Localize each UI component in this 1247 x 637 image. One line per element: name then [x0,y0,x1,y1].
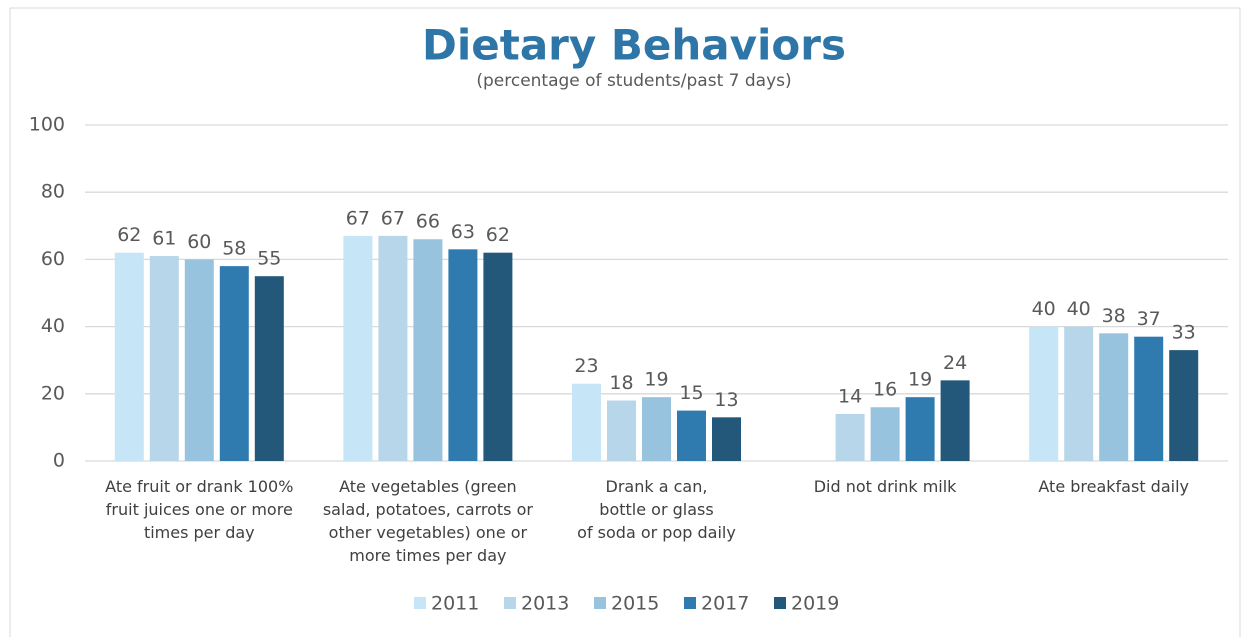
bar [1029,326,1059,461]
y-tick-label: 0 [53,450,65,472]
bar [712,417,741,461]
value-label: 66 [416,211,440,233]
value-label: 62 [117,224,141,246]
bar [870,407,900,461]
bar [1169,350,1199,461]
legend-swatch [414,597,426,609]
value-label: 67 [381,207,405,229]
x-tick-label: Ate vegetables (green salad, potatoes, c… [322,477,533,565]
x-tick-label: Ate fruit or drank 100% fruit juices one… [105,477,294,542]
value-label: 62 [486,224,510,246]
bar [1134,336,1164,461]
chart-border [9,7,1241,637]
value-label: 58 [222,238,246,260]
bar [835,413,865,461]
chart-title: Dietary Behaviors [422,21,846,70]
bar [483,252,513,461]
value-label: 60 [187,231,211,253]
value-label: 19 [908,369,932,391]
value-label: 16 [873,379,897,401]
value-label: 13 [714,389,738,411]
legend-label: 2019 [791,593,839,615]
bar [642,397,671,461]
value-label: 63 [451,221,475,243]
bar [677,410,706,461]
legend-swatch [774,597,786,609]
value-label: 38 [1102,305,1126,327]
y-tick-label: 100 [29,114,65,136]
bar [1099,333,1129,461]
x-tick-label: Ate breakfast daily [1038,477,1189,496]
value-label: 61 [152,228,176,250]
legend-swatch [504,597,516,609]
legend-swatch [684,597,696,609]
bar [905,397,935,461]
bar [219,266,249,461]
value-label: 14 [838,385,862,407]
y-tick-label: 40 [41,315,65,337]
bar [378,235,408,461]
x-tick-label: Did not drink milk [813,477,957,496]
value-label: 40 [1032,298,1056,320]
bar [413,239,443,461]
y-tick-label: 20 [41,382,65,404]
bar [940,380,970,461]
value-label: 19 [644,369,668,391]
bar [114,252,144,461]
chart-subtitle: (percentage of students/past 7 days) [476,71,791,91]
value-label: 37 [1137,308,1161,330]
legend-label: 2013 [521,593,569,615]
value-label: 40 [1067,298,1091,320]
bar [254,276,284,461]
y-tick-label: 80 [41,181,65,203]
value-label: 24 [943,352,967,374]
value-label: 23 [574,355,598,377]
value-label: 33 [1172,322,1196,344]
value-label: 18 [609,372,633,394]
bar [1064,326,1094,461]
legend-label: 2011 [431,593,479,615]
bar [572,383,601,461]
bar [343,235,373,461]
value-label: 15 [679,382,703,404]
y-tick-label: 60 [41,248,65,270]
legend-label: 2017 [701,593,749,615]
value-label: 55 [257,248,281,270]
legend-swatch [594,597,606,609]
bar [448,249,478,461]
bar [607,400,636,461]
x-tick-label: Drank a can, bottle or glass of soda or … [577,477,736,542]
value-label: 67 [346,207,370,229]
legend-label: 2015 [611,593,659,615]
bar [149,256,179,461]
bar [184,259,214,461]
